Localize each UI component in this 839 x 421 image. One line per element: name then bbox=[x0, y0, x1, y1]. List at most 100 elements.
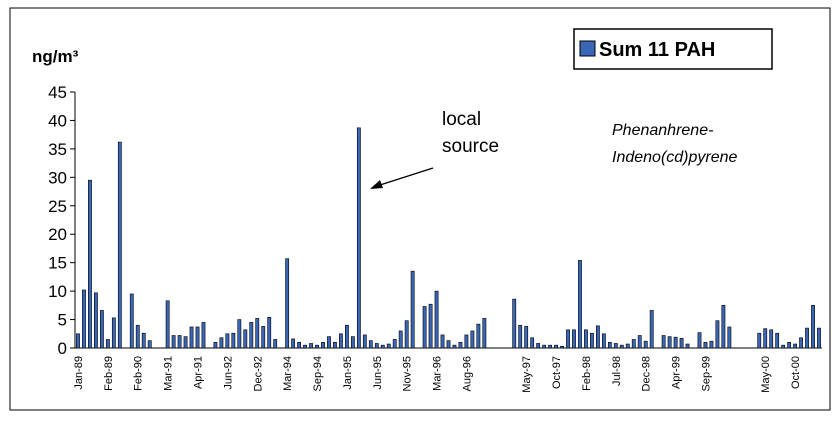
x-tick-label: Oct-00 bbox=[790, 356, 802, 389]
bar bbox=[129, 293, 134, 349]
x-tick-label: Jun-95 bbox=[372, 356, 384, 390]
bar bbox=[398, 330, 403, 349]
x-tick-label: Feb-90 bbox=[133, 356, 145, 391]
legend bbox=[573, 28, 773, 70]
x-tick-label: Mar-96 bbox=[432, 356, 444, 391]
bar bbox=[273, 339, 278, 349]
bar bbox=[88, 179, 92, 349]
x-tick-label: Feb-98 bbox=[581, 356, 593, 391]
bar bbox=[404, 320, 409, 349]
y-tick-label: 20 bbox=[48, 225, 67, 244]
bar bbox=[817, 327, 821, 349]
y-tick-label: 30 bbox=[48, 168, 67, 187]
bar bbox=[518, 324, 523, 349]
bar bbox=[590, 332, 594, 349]
y-tick-label: 0 bbox=[58, 339, 67, 358]
bar bbox=[117, 141, 122, 349]
bar bbox=[237, 319, 242, 349]
bar bbox=[727, 326, 732, 349]
bar bbox=[679, 338, 684, 349]
bar bbox=[530, 337, 535, 349]
bar bbox=[321, 342, 325, 349]
bar bbox=[560, 345, 564, 349]
bar bbox=[572, 329, 576, 349]
bar bbox=[476, 323, 481, 349]
bar bbox=[482, 318, 487, 349]
bar bbox=[769, 329, 774, 349]
bar bbox=[368, 340, 373, 349]
bar bbox=[345, 324, 349, 349]
x-tick-label: Feb-89 bbox=[103, 356, 115, 391]
bar bbox=[99, 310, 104, 349]
legend-label: Sum 11 PAH bbox=[599, 39, 715, 61]
bar bbox=[787, 342, 792, 349]
y-tick-label: 15 bbox=[48, 254, 67, 273]
bar bbox=[649, 310, 654, 349]
bar bbox=[147, 340, 152, 349]
y-tick-label: 5 bbox=[58, 311, 67, 330]
x-tick-label: Apr-99 bbox=[671, 356, 683, 389]
bar bbox=[315, 344, 319, 349]
bar bbox=[422, 306, 427, 349]
bar bbox=[470, 330, 475, 349]
bar bbox=[297, 342, 302, 349]
bar bbox=[685, 343, 690, 349]
y-tick-label: 40 bbox=[48, 111, 67, 130]
annotation: source bbox=[442, 136, 499, 157]
bar bbox=[177, 335, 182, 349]
bar bbox=[82, 289, 86, 349]
bar bbox=[799, 337, 803, 349]
bar bbox=[631, 339, 636, 349]
x-tick-label: Apr-91 bbox=[193, 356, 205, 389]
bar bbox=[386, 343, 391, 349]
bar bbox=[225, 333, 230, 349]
x-tick-label: Sep-99 bbox=[700, 356, 712, 391]
bar bbox=[333, 342, 337, 349]
bar bbox=[578, 260, 582, 349]
annotation: local bbox=[442, 109, 481, 130]
chart-frame bbox=[9, 7, 831, 411]
bar bbox=[643, 340, 648, 349]
y-tick-label: 10 bbox=[48, 282, 67, 301]
bar bbox=[356, 127, 361, 349]
bar bbox=[201, 322, 206, 349]
x-tick-label: Jan-95 bbox=[342, 356, 354, 390]
bar bbox=[452, 344, 457, 349]
bar bbox=[327, 336, 331, 349]
bar bbox=[607, 342, 612, 349]
bar bbox=[255, 318, 260, 349]
bar bbox=[584, 329, 588, 349]
bar bbox=[542, 344, 547, 349]
bar bbox=[595, 325, 600, 349]
bar bbox=[195, 326, 200, 349]
x-tick-label: May-97 bbox=[521, 356, 533, 393]
bar bbox=[213, 342, 218, 349]
bar bbox=[625, 343, 630, 349]
bar bbox=[554, 344, 558, 349]
x-tick-label: Oct-97 bbox=[551, 356, 563, 389]
bar bbox=[811, 305, 815, 349]
y-tick-label: 25 bbox=[48, 197, 67, 216]
bar bbox=[141, 332, 146, 349]
bar bbox=[715, 320, 720, 349]
bar bbox=[380, 344, 385, 349]
bar bbox=[392, 339, 397, 349]
bar bbox=[703, 342, 708, 349]
y-tick-label: 35 bbox=[48, 140, 67, 159]
bar bbox=[111, 317, 116, 349]
x-tick-label: Aug-96 bbox=[461, 356, 473, 391]
arrow-head bbox=[370, 180, 383, 189]
bar bbox=[446, 340, 451, 349]
bar bbox=[667, 336, 672, 349]
bar bbox=[261, 326, 266, 349]
x-tick-label: Jun-92 bbox=[222, 356, 234, 390]
x-tick-label: Dec-98 bbox=[641, 356, 653, 391]
bar bbox=[350, 336, 355, 349]
bar bbox=[243, 329, 248, 349]
bar bbox=[135, 324, 140, 349]
bar bbox=[709, 340, 714, 349]
bar bbox=[721, 305, 726, 349]
bar bbox=[566, 329, 570, 349]
x-tick-label: Mar-91 bbox=[163, 356, 175, 391]
bar bbox=[165, 300, 170, 349]
